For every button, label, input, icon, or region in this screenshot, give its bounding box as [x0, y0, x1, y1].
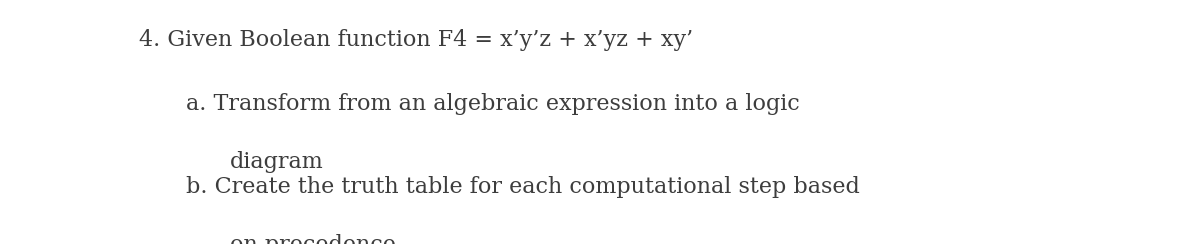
- Text: 4. Given Boolean function F4 = x’y’z + x’yz + xy’: 4. Given Boolean function F4 = x’y’z + x…: [139, 29, 693, 51]
- Text: b. Create the truth table for each computational step based: b. Create the truth table for each compu…: [186, 176, 861, 198]
- Text: a. Transform from an algebraic expression into a logic: a. Transform from an algebraic expressio…: [186, 93, 801, 115]
- Text: diagram: diagram: [230, 151, 324, 173]
- Text: on precedence: on precedence: [230, 234, 396, 244]
